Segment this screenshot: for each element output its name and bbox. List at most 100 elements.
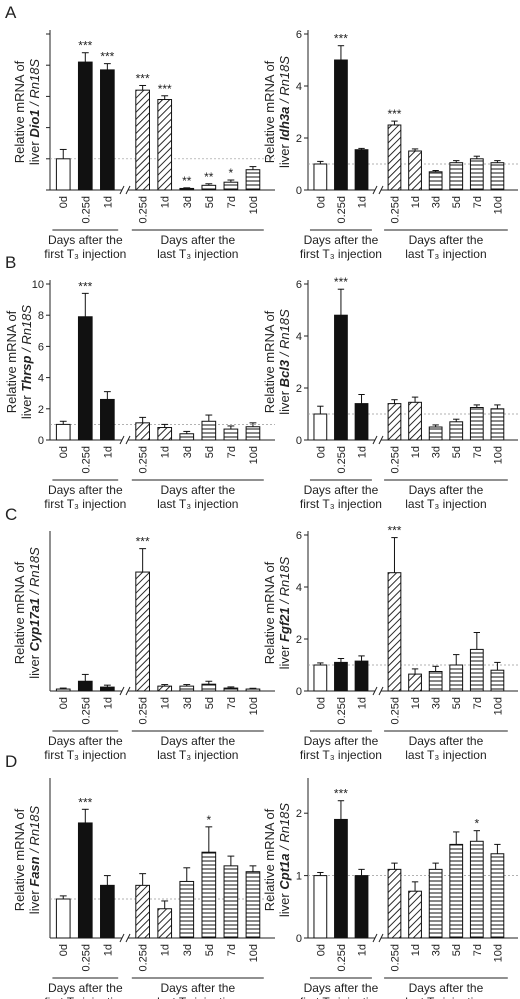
category-label: 3d bbox=[431, 944, 443, 956]
y-axis-label-line1: Relative mRNA of bbox=[12, 808, 27, 911]
bar-0.25d bbox=[77, 680, 93, 692]
bar-1d bbox=[354, 875, 369, 939]
y-axis-label-prefix: liver bbox=[27, 138, 42, 165]
y-tick-label: 10 bbox=[32, 279, 44, 291]
group-label-first-line1: Days after the bbox=[304, 483, 379, 497]
category-label: 7d bbox=[226, 196, 238, 208]
group-label-last-line2: last T₃ injection bbox=[405, 247, 486, 261]
y-axis-label-suffix: / Rn18S bbox=[27, 805, 42, 856]
y-axis-label-suffix: / Rn18S bbox=[277, 803, 292, 854]
category-label: 0.25d bbox=[138, 196, 150, 224]
category-label: 1d bbox=[160, 944, 172, 956]
bar-0.25d bbox=[77, 822, 93, 939]
axis-break-mark-1 bbox=[119, 435, 125, 445]
category-label: 0.25d bbox=[389, 196, 401, 224]
group-label-last-line1: Days after the bbox=[160, 734, 235, 748]
y-tick-label: 0 bbox=[296, 686, 302, 698]
group-label-first-line2: first T₃ injection bbox=[44, 497, 126, 511]
group-label-last-line1: Days after the bbox=[409, 483, 484, 497]
y-tick-label: 6 bbox=[296, 530, 302, 542]
category-label: 7d bbox=[226, 944, 238, 956]
bar-3d bbox=[428, 868, 443, 939]
panel-letter-C: C bbox=[5, 505, 17, 524]
bar-3d bbox=[428, 671, 443, 692]
category-label: 1d bbox=[102, 196, 114, 208]
bar-0d bbox=[313, 875, 328, 939]
bar-0d bbox=[313, 664, 328, 692]
category-label: 1d bbox=[160, 196, 172, 208]
y-axis-label-suffix: / Rn18S bbox=[277, 56, 292, 107]
bar-1d bbox=[408, 150, 422, 191]
y-axis-label-suffix: / Rn18S bbox=[19, 305, 34, 356]
charts-root: ABCD0d***0.25d***1d***0.25d***1d**3d**5d… bbox=[4, 3, 518, 999]
category-label: 1d bbox=[357, 446, 369, 458]
group-label-last-line1: Days after the bbox=[160, 981, 235, 995]
y-axis-label-line2: liver Cpt1a / Rn18S bbox=[277, 803, 292, 917]
chart-fasn: 0d *** 0.25d 1d 0.25d 1d 3d * 5d 7d 10d Days after … bbox=[12, 778, 275, 999]
y-tick-label: 0 bbox=[296, 185, 302, 197]
category-label: 5d bbox=[451, 196, 463, 208]
gene-name: Bcl3 bbox=[277, 359, 292, 387]
bar-1d bbox=[157, 427, 173, 441]
axis-break-mark-1 bbox=[372, 435, 378, 445]
axis-break-mark-1 bbox=[119, 933, 125, 943]
group-label-last-line1: Days after the bbox=[409, 233, 484, 247]
panel-letter-D: D bbox=[5, 752, 17, 771]
significance-label: * bbox=[474, 817, 479, 831]
y-axis-label-line2: liver Fasn / Rn18S bbox=[27, 805, 42, 914]
category-label: 3d bbox=[431, 697, 443, 709]
gene-name: Cyp17a1 bbox=[27, 598, 42, 651]
category-label: 5d bbox=[204, 944, 216, 956]
y-tick-label: 1 bbox=[296, 871, 302, 883]
group-label-first-line1: Days after the bbox=[48, 483, 123, 497]
axis-break-mark-1 bbox=[372, 686, 378, 696]
category-label: 1d bbox=[410, 196, 422, 208]
bar-0.25d bbox=[135, 89, 150, 191]
gene-name: Fgf21 bbox=[277, 607, 292, 642]
axis-break-mark-2 bbox=[125, 933, 131, 943]
category-label: 1d bbox=[357, 697, 369, 709]
group-label-first-line2: first T₃ injection bbox=[44, 748, 126, 762]
category-label: 7d bbox=[226, 697, 238, 709]
category-label: 0.25d bbox=[336, 697, 348, 725]
y-axis-label-line1: Relative mRNA of bbox=[12, 561, 27, 664]
significance-label: *** bbox=[334, 32, 348, 46]
bar-3d bbox=[428, 426, 443, 441]
group-label-first-line1: Days after the bbox=[48, 233, 123, 247]
category-label: 0d bbox=[315, 944, 327, 956]
bar-3d bbox=[179, 685, 195, 692]
y-axis-label-line1: Relative mRNA of bbox=[262, 60, 277, 163]
bar-10d bbox=[490, 853, 505, 939]
bar-10d bbox=[245, 871, 261, 939]
significance-label: *** bbox=[78, 795, 92, 809]
y-axis-label-line1: Relative mRNA of bbox=[262, 808, 277, 911]
group-label-first-line1: Days after the bbox=[304, 233, 379, 247]
category-label: 0.25d bbox=[389, 446, 401, 474]
bar-0d bbox=[313, 163, 328, 191]
axis-break-mark-2 bbox=[378, 185, 384, 195]
bar-0.25d bbox=[135, 422, 150, 441]
y-axis-label-prefix: liver bbox=[27, 887, 42, 914]
category-label: 10d bbox=[248, 196, 260, 214]
gene-name: Dio1 bbox=[27, 109, 42, 137]
category-label: 1d bbox=[102, 446, 114, 458]
significance-label: *** bbox=[334, 787, 348, 801]
bar-10d bbox=[490, 408, 505, 441]
chart-dio1: 0d *** 0.25d *** 1d *** 0.25d *** 1d ** 3d ** 5d * 7d 1… bbox=[12, 30, 275, 261]
y-axis-label-line1: Relative mRNA of bbox=[262, 561, 277, 664]
category-label: 0d bbox=[315, 446, 327, 458]
category-label: 1d bbox=[102, 697, 114, 709]
axis-break-mark-1 bbox=[119, 185, 125, 195]
bar-5d bbox=[201, 184, 217, 191]
y-tick-label: 4 bbox=[296, 331, 302, 343]
group-label-last-line2: last T₃ injection bbox=[157, 247, 238, 261]
axis-break-mark-2 bbox=[378, 686, 384, 696]
gene-name: Idh3a bbox=[277, 107, 292, 141]
category-label: 0.25d bbox=[80, 697, 92, 725]
bar-5d bbox=[201, 420, 217, 441]
y-tick-label: 0 bbox=[296, 435, 302, 447]
group-label-first-line2: first T₃ injection bbox=[44, 995, 126, 999]
panel-letter-B: B bbox=[5, 253, 16, 272]
group-label-first-line2: first T₃ injection bbox=[300, 497, 382, 511]
